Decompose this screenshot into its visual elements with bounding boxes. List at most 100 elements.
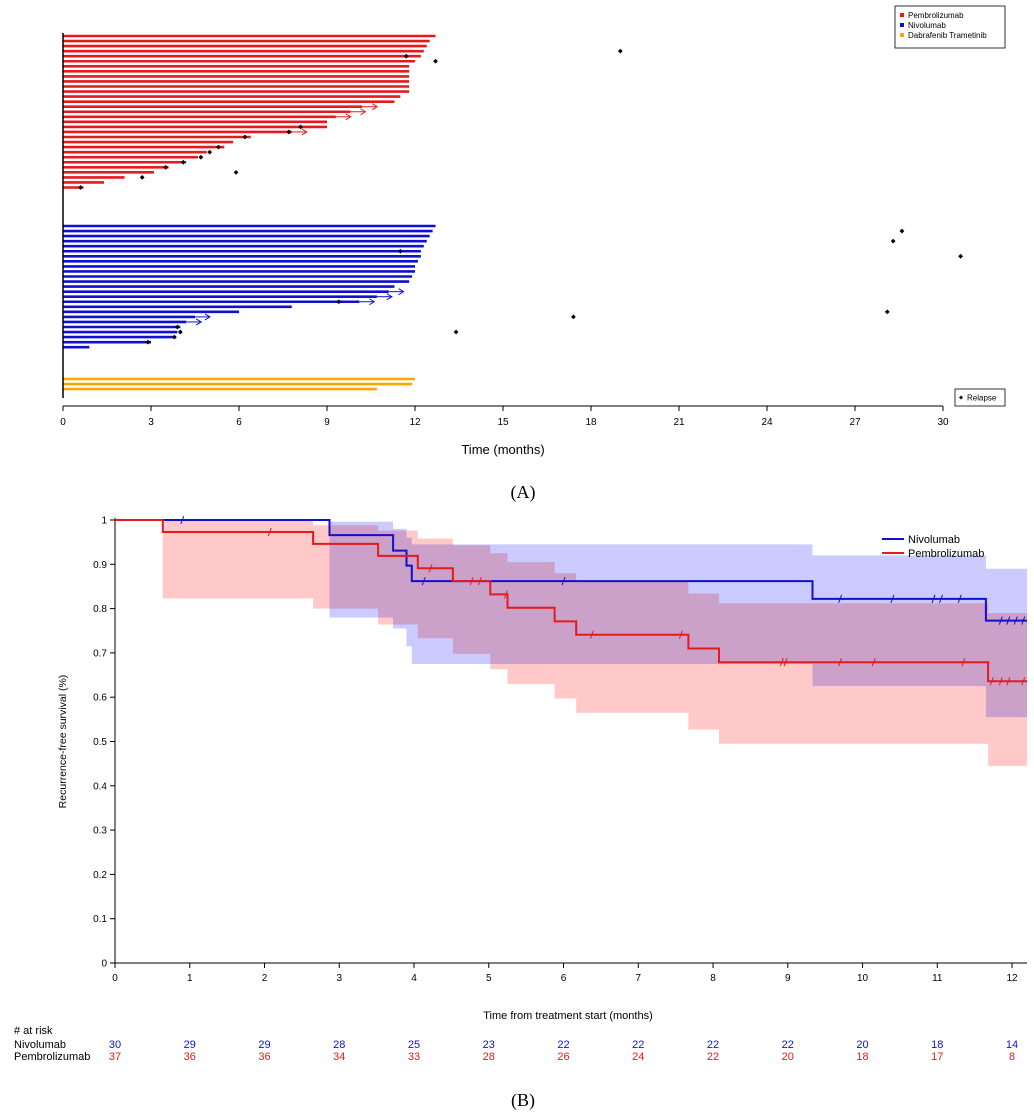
ongoing-arrow-head bbox=[398, 288, 405, 296]
censor-mark bbox=[1021, 677, 1026, 686]
at-risk-value: 23 bbox=[483, 1039, 495, 1051]
y-tick-label: 0.5 bbox=[93, 737, 107, 748]
y-tick-label: 0.7 bbox=[93, 648, 107, 659]
x-tick-label: 30 bbox=[937, 417, 949, 428]
legend-relapse-marker bbox=[959, 395, 963, 400]
censor-mark bbox=[779, 658, 784, 667]
censor-mark bbox=[998, 677, 1003, 686]
relapse-marker bbox=[207, 149, 213, 155]
relapse-marker bbox=[180, 159, 186, 165]
relapse-marker bbox=[403, 53, 409, 59]
at-risk-value: 22 bbox=[707, 1039, 719, 1051]
x-tick-label: 27 bbox=[849, 417, 861, 428]
x-tick-label: 6 bbox=[561, 973, 567, 984]
ongoing-arrow-head bbox=[195, 318, 203, 326]
censor-mark bbox=[477, 576, 482, 586]
relapse-marker bbox=[233, 169, 239, 175]
at-risk-value: 36 bbox=[184, 1051, 196, 1063]
censor-mark bbox=[1021, 616, 1026, 625]
censor-mark bbox=[783, 658, 788, 667]
at-risk-value: 28 bbox=[333, 1039, 345, 1051]
at-risk-value: 20 bbox=[856, 1039, 868, 1051]
relapse-marker bbox=[163, 164, 169, 170]
at-risk-value: 33 bbox=[408, 1051, 420, 1063]
x-tick-label: 0 bbox=[60, 417, 66, 428]
x-tick-label: 1 bbox=[187, 973, 193, 984]
at-risk-value: 18 bbox=[856, 1051, 868, 1063]
censor-mark bbox=[469, 576, 474, 586]
ongoing-arrow-head bbox=[204, 313, 211, 321]
km-legend: Nivolumab Pembrolizumab bbox=[882, 534, 984, 560]
at-risk-value: 28 bbox=[483, 1051, 495, 1063]
relapse-marker bbox=[242, 134, 248, 140]
relapse-marker bbox=[336, 299, 342, 305]
x-tick-label: 24 bbox=[761, 417, 773, 428]
x-tick-label: 7 bbox=[635, 973, 641, 984]
at-risk-header: # at risk bbox=[14, 1025, 53, 1037]
legend-entry: Nivolumab bbox=[908, 534, 960, 546]
censor-mark bbox=[503, 590, 508, 599]
x-tick-label: 15 bbox=[497, 417, 509, 428]
censor-mark bbox=[957, 594, 962, 604]
relapse-marker bbox=[177, 329, 183, 335]
x-tick-label: 3 bbox=[148, 417, 154, 428]
relapse-marker bbox=[286, 129, 292, 135]
y-tick-label: 0 bbox=[101, 959, 107, 970]
legend-swatch bbox=[900, 23, 904, 27]
at-risk-value: 29 bbox=[258, 1039, 270, 1051]
legend-entry: Nivolumab bbox=[908, 21, 946, 30]
legend-entry: Pembrolizumab bbox=[908, 548, 984, 560]
censor-mark bbox=[998, 616, 1003, 625]
at-risk-value: 22 bbox=[557, 1039, 569, 1051]
x-tick-label: 4 bbox=[411, 973, 417, 984]
x-tick-label: 9 bbox=[785, 973, 791, 984]
confidence-band bbox=[115, 520, 1027, 718]
ongoing-arrow-head bbox=[371, 103, 379, 111]
relapse-marker bbox=[298, 124, 303, 130]
censor-mark bbox=[267, 527, 272, 537]
at-risk-value: 36 bbox=[258, 1051, 270, 1063]
legend-entry: Dabrafenib Trametinib bbox=[908, 31, 987, 40]
x-tick-label: 8 bbox=[710, 973, 716, 984]
at-risk-value: 18 bbox=[931, 1039, 943, 1051]
relapse-marker bbox=[139, 175, 145, 180]
at-risk-value: 14 bbox=[1006, 1039, 1018, 1051]
relapse-marker bbox=[453, 329, 459, 335]
legend-entry: Pembrolizumab bbox=[908, 11, 964, 20]
at-risk-value: 22 bbox=[707, 1051, 719, 1063]
relapse-marker bbox=[198, 154, 204, 160]
relapse-marker bbox=[890, 238, 896, 244]
relapse-marker bbox=[617, 48, 623, 54]
survival-curve bbox=[115, 519, 1027, 683]
ongoing-arrow-head bbox=[360, 108, 367, 116]
x-tick-label: 10 bbox=[857, 973, 869, 984]
y-tick-label: 0.4 bbox=[93, 781, 107, 792]
panel-label-a: (A) bbox=[511, 482, 536, 503]
kaplan-meier-plot: 0 1 2 3 4 5 6 7 8 9 10 11 1200.10.20.30.40.50.60.70.… bbox=[14, 515, 1027, 1063]
at-risk-row-label: Nivolumab bbox=[14, 1039, 66, 1051]
x-tick-label: 12 bbox=[1006, 973, 1018, 984]
at-risk-value: 37 bbox=[109, 1051, 121, 1063]
censor-mark bbox=[428, 564, 433, 573]
censor-mark bbox=[421, 576, 426, 586]
ongoing-arrow-head bbox=[301, 128, 308, 136]
relapse-marker bbox=[397, 248, 403, 254]
at-risk-value: 17 bbox=[931, 1051, 943, 1063]
x-tick-label: 5 bbox=[486, 973, 492, 984]
censor-mark bbox=[961, 658, 966, 667]
censor-mark bbox=[678, 630, 683, 639]
censor-mark bbox=[838, 594, 843, 604]
censor-mark bbox=[180, 515, 185, 525]
at-risk-row-label: Pembrolizumab bbox=[14, 1051, 90, 1063]
at-risk-value: 22 bbox=[632, 1039, 644, 1051]
x-tick-label: 6 bbox=[236, 417, 242, 428]
relapse-marker bbox=[958, 253, 963, 259]
y-tick-label: 0.1 bbox=[93, 914, 107, 925]
x-tick-label: 0 bbox=[112, 973, 118, 984]
x-tick-label: 21 bbox=[673, 417, 685, 428]
ongoing-arrow-head bbox=[345, 113, 352, 121]
swimmer-plot: 0 3 6 9 12 15 18 21 24 27 30 Time (months) Pembroliz… bbox=[60, 5, 1006, 457]
legend-entry: Relapse bbox=[967, 394, 997, 403]
